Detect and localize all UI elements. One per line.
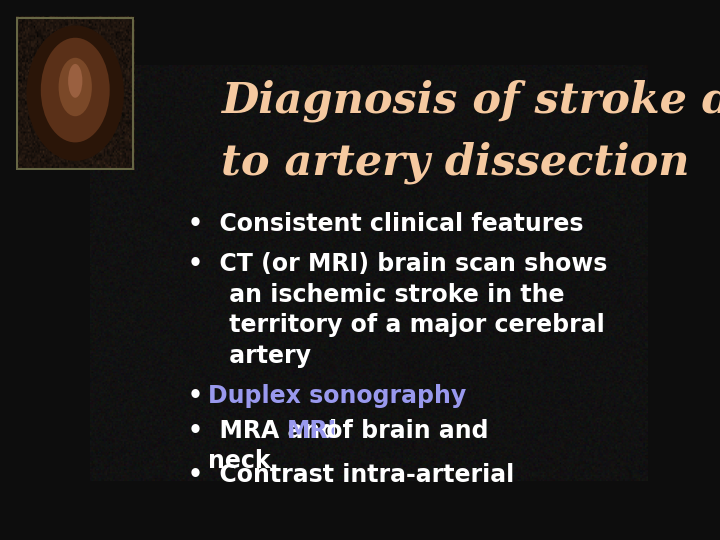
Text: Duplex sonography: Duplex sonography (208, 384, 467, 408)
Ellipse shape (41, 38, 109, 143)
Text: •  MRA and: • MRA and (188, 419, 345, 443)
Ellipse shape (27, 25, 124, 161)
Text: MRI: MRI (287, 419, 337, 443)
Text: Diagnosis of stroke due: Diagnosis of stroke due (221, 79, 720, 122)
Text: •: • (188, 384, 219, 408)
Text: •  CT (or MRI) brain scan shows
     an ischemic stroke in the
     territory of: • CT (or MRI) brain scan shows an ischem… (188, 252, 607, 368)
Ellipse shape (58, 58, 92, 116)
Ellipse shape (68, 64, 82, 98)
Text: to artery dissection: to artery dissection (221, 141, 690, 184)
Text: •  Contrast intra-arterial: • Contrast intra-arterial (188, 463, 514, 487)
Text: neck: neck (208, 449, 271, 474)
Text: •  Consistent clinical features: • Consistent clinical features (188, 212, 583, 237)
Text: of brain and: of brain and (318, 419, 488, 443)
